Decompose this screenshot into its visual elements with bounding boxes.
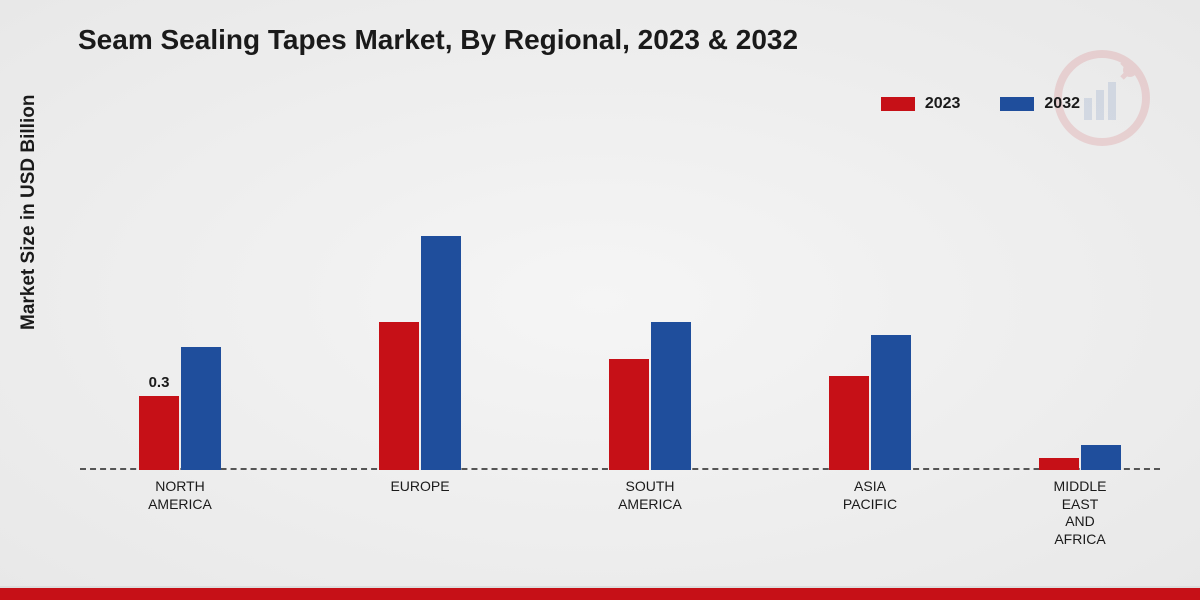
bar bbox=[609, 359, 649, 470]
legend-label-2032: 2032 bbox=[1044, 95, 1080, 113]
bar bbox=[379, 322, 419, 470]
bar-group: 0.3 bbox=[139, 347, 221, 470]
bar bbox=[1081, 445, 1121, 470]
legend-swatch-2032 bbox=[1000, 97, 1034, 111]
legend-swatch-2023 bbox=[881, 97, 915, 111]
y-axis-label: Market Size in USD Billion bbox=[18, 95, 40, 330]
chart-container: Seam Sealing Tapes Market, By Regional, … bbox=[0, 0, 1200, 600]
bar-group bbox=[379, 236, 461, 470]
x-axis-category-label: EUROPE bbox=[350, 478, 490, 496]
legend-item-2023: 2023 bbox=[881, 95, 961, 113]
bar bbox=[829, 376, 869, 470]
x-axis-category-label: MIDDLE EAST AND AFRICA bbox=[1010, 478, 1150, 548]
bar-value-label: 0.3 bbox=[149, 374, 170, 391]
legend-item-2032: 2032 bbox=[1000, 95, 1080, 113]
x-axis-category-label: NORTH AMERICA bbox=[110, 478, 250, 513]
x-axis-category-label: SOUTH AMERICA bbox=[580, 478, 720, 513]
bar bbox=[421, 236, 461, 470]
legend-label-2023: 2023 bbox=[925, 95, 961, 113]
bar bbox=[651, 322, 691, 470]
bar-group bbox=[609, 322, 691, 470]
bar bbox=[871, 335, 911, 470]
bar bbox=[1039, 458, 1079, 470]
chart-title: Seam Sealing Tapes Market, By Regional, … bbox=[78, 24, 798, 56]
bar: 0.3 bbox=[139, 396, 179, 470]
x-axis-labels: NORTH AMERICA EUROPE SOUTH AMERICA ASIA PAC… bbox=[80, 478, 1160, 568]
x-axis-category-label: ASIA PACIFIC bbox=[800, 478, 940, 513]
bar-group bbox=[829, 335, 911, 470]
bar bbox=[181, 347, 221, 470]
bar-group bbox=[1039, 445, 1121, 470]
plot-area: 0.3 bbox=[80, 150, 1160, 470]
footer-accent-bar bbox=[0, 586, 1200, 600]
legend: 2023 2032 bbox=[881, 95, 1080, 113]
